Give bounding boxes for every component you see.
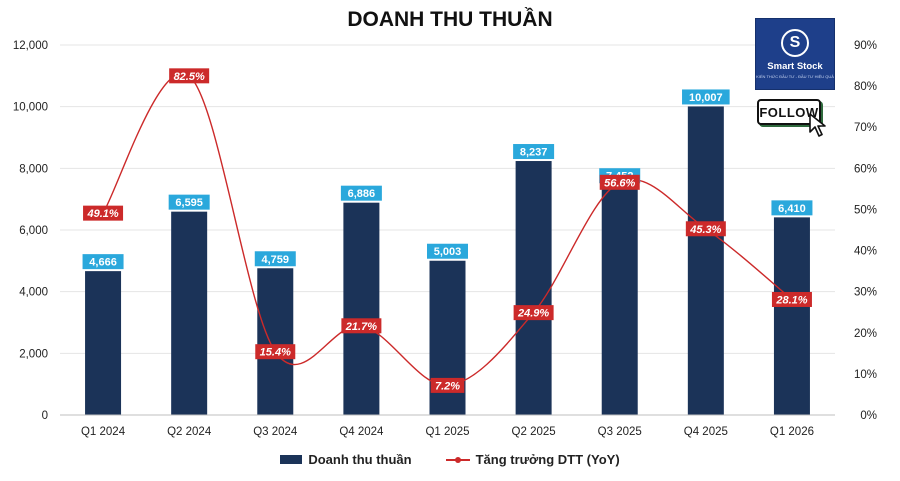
bar: [515, 161, 552, 415]
x-tick-label: Q3 2024: [253, 426, 298, 438]
y2-tick-label: 30%: [854, 287, 877, 299]
logo-mark-icon: S: [781, 29, 809, 57]
y-tick-label: 12,000: [13, 40, 48, 52]
data-labels: 4,6666,5954,7596,8865,0038,2377,45210,00…: [82, 68, 813, 393]
bar-label-box: [168, 194, 210, 210]
bar: [85, 271, 122, 415]
y-tick-label: 10,000: [13, 102, 48, 114]
y2-tick-label: 10%: [854, 369, 877, 381]
growth-label: 21.7%: [345, 321, 377, 333]
growth-label: 15.4%: [260, 347, 291, 359]
growth-label: 56.6%: [604, 177, 635, 189]
y2-tick-label: 80%: [854, 81, 877, 93]
y-tick-label: 2,000: [19, 348, 48, 360]
axes: 0 2,000 4,000 6,000 8,000 10,000 12,000 0% 10% 20…: [13, 40, 877, 438]
bar-label: 10,007: [689, 92, 723, 104]
x-tick-label: Q1 2024: [81, 426, 126, 438]
y2-tick-label: 70%: [854, 122, 877, 134]
bar-label: 4,759: [262, 254, 290, 266]
growth-line: [102, 72, 793, 387]
y-tick-label: 6,000: [19, 225, 48, 237]
bar-label: 6,410: [778, 203, 806, 215]
growth-label-box: [599, 174, 640, 190]
x-tick-label: Q4 2024: [339, 426, 384, 438]
y-tick-label: 0: [42, 410, 48, 422]
bar: [601, 185, 638, 415]
growth-label: 28.1%: [775, 294, 807, 306]
y2-tick-label: 20%: [854, 328, 877, 340]
bar-label-box: [771, 200, 813, 216]
bar-label-box: [340, 185, 382, 201]
y2-tick-label: 40%: [854, 246, 877, 258]
legend-label-growth: Tăng trưởng DTT (YoY): [475, 452, 620, 467]
x-tick-label: Q1 2026: [770, 426, 814, 438]
chart-title: DOANH THU THUẦN: [347, 8, 553, 31]
bar-label: 6,595: [175, 197, 203, 209]
bar-label: 5,003: [434, 246, 462, 258]
bar: [257, 268, 294, 415]
logo-name: Smart Stock: [767, 61, 823, 72]
bar-label: 8,237: [520, 147, 548, 159]
legend-item-growth: Tăng trưởng DTT (YoY): [445, 452, 620, 467]
growth-label: 82.5%: [174, 71, 205, 83]
growth-label-box: [83, 205, 124, 221]
legend-swatch-line: [445, 455, 470, 465]
legend-item-revenue: Doanh thu thuần: [280, 452, 412, 467]
y2-tick-label: 90%: [854, 40, 877, 52]
smart-stock-logo: S Smart Stock KIẾN THỨC ĐẦU TƯ - ĐẦU TƯ …: [755, 18, 835, 90]
bar: [687, 106, 724, 415]
growth-label-box: [255, 344, 296, 360]
y2-tick-label: 60%: [854, 163, 877, 175]
x-tick-label: Q2 2024: [167, 426, 212, 438]
y2-tick-label: 50%: [854, 204, 877, 216]
growth-label-box: [430, 377, 465, 393]
growth-label: 45.3%: [689, 224, 721, 236]
x-tick-label: Q2 2025: [512, 426, 556, 438]
growth-label-box: [513, 305, 554, 321]
bar-label-box: [82, 254, 124, 270]
bar-label: 6,886: [348, 188, 376, 200]
logo-subtext: KIẾN THỨC ĐẦU TƯ - ĐẦU TƯ HIỆU QUẢ: [756, 74, 834, 79]
bar-label-box: [254, 251, 296, 267]
y2-tick-label: 0%: [860, 410, 877, 422]
growth-label: 24.9%: [517, 308, 549, 320]
growth-label-box: [341, 318, 382, 334]
cursor-icon: [809, 113, 826, 137]
bar: [171, 211, 208, 415]
x-tick-label: Q4 2025: [684, 426, 728, 438]
legend-swatch-bar: [280, 455, 303, 464]
bar-label-box: [427, 243, 468, 259]
growth-label-box: [685, 221, 726, 237]
x-tick-label: Q1 2025: [425, 426, 469, 438]
bar: [343, 202, 380, 415]
legend: Doanh thu thuần Tăng trưởng DTT (YoY): [0, 452, 900, 467]
y-tick-label: 4,000: [19, 287, 48, 299]
bar-series: [85, 106, 810, 415]
y-tick-label: 8,000: [19, 163, 48, 175]
growth-label-box: [771, 291, 812, 307]
bar-label-box: [513, 144, 555, 160]
growth-label: 7.2%: [435, 380, 460, 392]
growth-label-box: [169, 68, 210, 84]
growth-label: 49.1%: [86, 208, 118, 220]
bar-label: 4,666: [89, 257, 117, 269]
bar: [773, 217, 810, 415]
legend-label-revenue: Doanh thu thuần: [308, 452, 412, 467]
x-tick-label: Q3 2025: [598, 426, 642, 438]
bar-label-box: [682, 89, 730, 105]
